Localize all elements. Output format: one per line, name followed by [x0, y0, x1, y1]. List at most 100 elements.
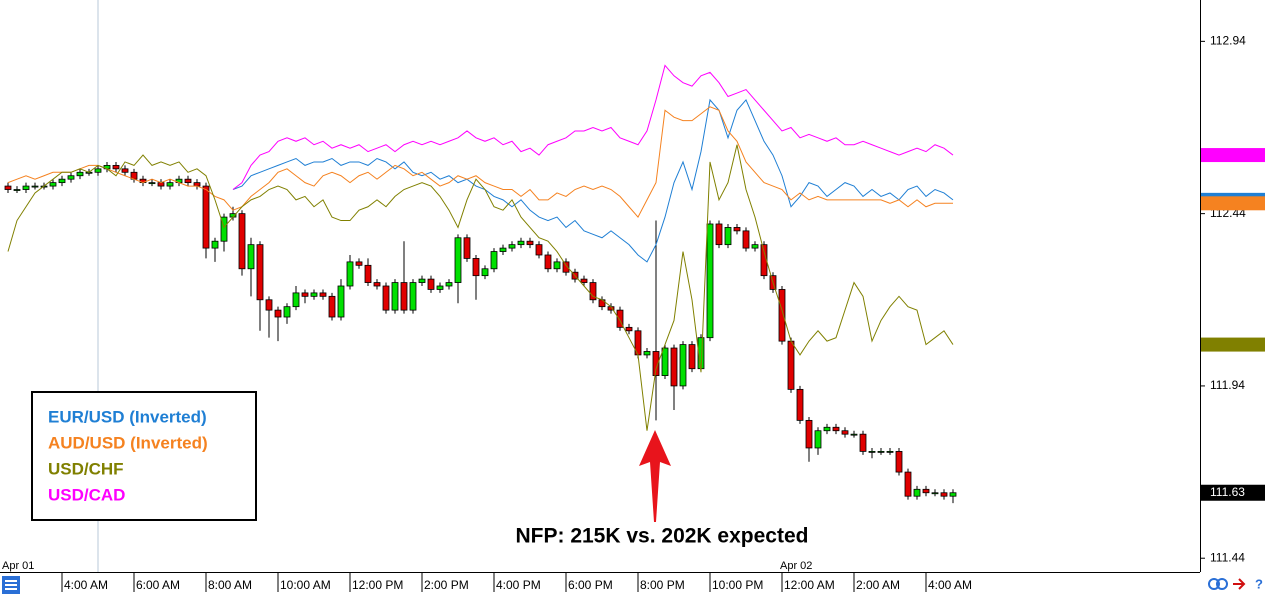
candle-body — [238, 213, 246, 270]
candle-body — [625, 326, 633, 332]
candle-body — [616, 309, 624, 328]
candle-body — [895, 450, 903, 473]
candle-body — [553, 261, 561, 270]
candle-body — [211, 240, 219, 249]
candle-body — [94, 168, 102, 173]
candle-body — [715, 223, 723, 246]
candle-body — [22, 185, 30, 190]
candle-body — [184, 178, 192, 184]
candle-body — [76, 171, 84, 177]
annotation: NFP: 215K vs. 202K expected — [516, 525, 809, 548]
candle-body — [877, 450, 885, 453]
candle-body — [580, 278, 588, 283]
candle-body — [850, 433, 858, 436]
legend-box — [31, 391, 257, 521]
candle-body — [535, 244, 543, 256]
candle-body — [481, 268, 489, 277]
candle-body — [148, 182, 156, 185]
toolbar-icon-detail — [5, 588, 17, 590]
candle-body — [202, 185, 210, 249]
candle-body — [274, 309, 282, 318]
x-tick-label: 4:00 AM — [64, 578, 108, 592]
candle-body — [445, 282, 453, 287]
candle-body — [400, 282, 408, 311]
candle-body — [949, 492, 957, 497]
candle-body — [301, 292, 309, 297]
x-tick-label: 6:00 PM — [568, 578, 613, 592]
date-label: Apr 02 — [780, 560, 812, 572]
candle-body — [706, 223, 714, 339]
candle-body — [166, 182, 174, 187]
candle-body — [508, 244, 516, 249]
x-tick-label: 4:00 AM — [928, 578, 972, 592]
candle-body — [256, 244, 264, 301]
candle-body — [526, 240, 534, 246]
candle-body — [427, 278, 435, 290]
y-tick-label: 111.94 — [1210, 378, 1245, 392]
candle-body — [283, 306, 291, 318]
legend-item: AUD/USD (Inverted) — [48, 433, 208, 452]
toolbar-icon-detail — [5, 584, 17, 586]
candle-body — [247, 244, 255, 270]
series-line — [232, 98, 954, 263]
candle-body — [931, 492, 939, 495]
arrow-icon[interactable] — [1233, 578, 1246, 590]
candle-body — [742, 230, 750, 249]
candle-body — [49, 182, 57, 187]
candle-body — [409, 282, 417, 311]
candle-body — [751, 244, 759, 249]
y-tick-label: 112.94 — [1210, 34, 1246, 48]
candle-body — [328, 295, 336, 318]
y-tick-label: 111.44 — [1210, 550, 1245, 564]
candle-body — [589, 282, 597, 301]
last-price-box — [1201, 484, 1265, 501]
plot-area — [4, 64, 957, 504]
candle-body — [373, 282, 381, 287]
candle-body — [346, 261, 354, 287]
legend-item: USD/CAD — [48, 485, 125, 504]
series-level-marker — [1201, 196, 1265, 211]
candle-body — [31, 185, 39, 188]
candle-body — [364, 264, 372, 283]
candle-body — [724, 227, 732, 246]
annotation-arrow — [639, 430, 671, 522]
help-icon[interactable]: ? — [1255, 576, 1263, 591]
candle-body — [778, 289, 786, 342]
candle-body — [787, 340, 795, 390]
x-tick-label: 8:00 AM — [208, 578, 252, 592]
candle-body — [652, 351, 660, 376]
candle-body — [13, 189, 21, 191]
series-line — [7, 144, 954, 431]
candle-body — [643, 351, 651, 356]
candle-body — [337, 285, 345, 318]
candle-body — [688, 344, 696, 370]
series-level-marker — [1201, 337, 1265, 352]
link-icon[interactable] — [1208, 578, 1220, 590]
candle-body — [517, 240, 525, 246]
candle-body — [832, 426, 840, 432]
candle-body — [670, 347, 678, 387]
candle-body — [490, 251, 498, 270]
date-label: Apr 01 — [2, 560, 34, 572]
candle-body — [814, 430, 822, 449]
candle-body — [418, 278, 426, 283]
candle-body — [436, 285, 444, 290]
candle-body — [823, 426, 831, 432]
link-icon — [1216, 578, 1228, 590]
candle-body — [544, 254, 552, 270]
candle-body — [355, 261, 363, 266]
candle-body — [121, 168, 129, 173]
candle-body — [661, 347, 669, 376]
candle-body — [4, 185, 12, 190]
x-tick-label: 2:00 PM — [424, 578, 469, 592]
x-tick-label: 12:00 PM — [352, 578, 403, 592]
candle-body — [904, 471, 912, 497]
candle-body — [454, 237, 462, 283]
candle-body — [265, 299, 273, 311]
toolbar-icon-detail — [5, 580, 17, 582]
candle-body — [922, 488, 930, 494]
candle-body — [472, 258, 480, 277]
series-line — [7, 106, 953, 218]
